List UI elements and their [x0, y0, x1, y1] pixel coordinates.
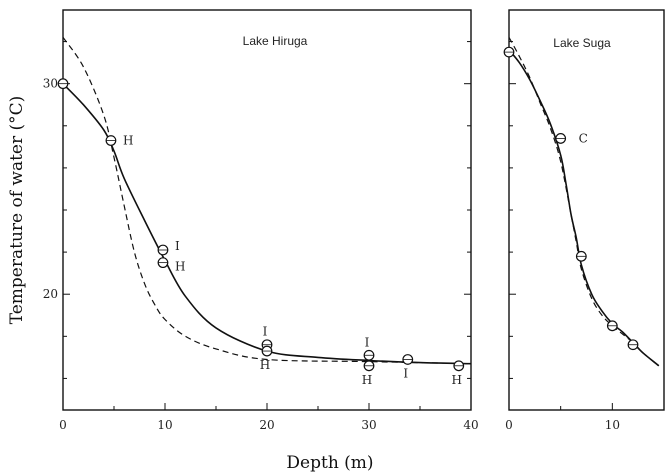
series-line-solid: [509, 49, 660, 367]
series-line-solid: [63, 83, 471, 365]
x-tick-label: 20: [259, 418, 274, 432]
data-point-label: C: [579, 131, 588, 145]
data-point-label: I: [263, 325, 268, 339]
series-line-dashed: [63, 37, 471, 365]
x-tick-label: 10: [605, 418, 620, 432]
x-tick-label: 40: [463, 418, 478, 432]
data-point-label: H: [175, 260, 185, 274]
y-tick-label: 30: [43, 77, 58, 91]
x-tick-label: 0: [59, 418, 67, 432]
panel-lake-suga: 0 10 C Lake Suga: [503, 9, 665, 432]
data-point-label: H: [452, 373, 462, 387]
x-tick-label: 0: [505, 418, 513, 432]
data-point-label: H: [260, 358, 270, 372]
data-point-label: I: [365, 335, 370, 349]
x-tick-label: 10: [157, 418, 172, 432]
series-line-dashed: [509, 37, 660, 367]
x-axis-title: Depth (m): [286, 453, 373, 473]
data-point-label: H: [123, 134, 133, 148]
data-point-label: H: [362, 373, 372, 387]
x-tick-label: 30: [361, 418, 376, 432]
panel-title: Lake Hiruga: [243, 34, 308, 48]
panel-title: Lake Suga: [553, 36, 611, 50]
y-tick-label: 20: [43, 287, 58, 301]
data-point-label: I: [175, 239, 180, 253]
data-point-label: I: [403, 366, 408, 380]
y-axis-title: Temperature of water (°C): [7, 96, 27, 325]
